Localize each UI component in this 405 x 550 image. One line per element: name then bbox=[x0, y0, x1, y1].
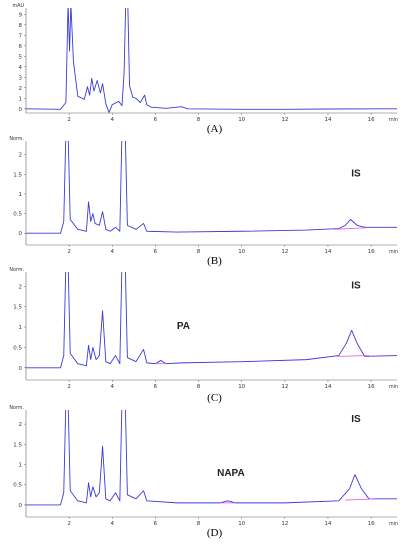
x-tick-label: 6 bbox=[154, 117, 158, 123]
y-tick-label: 2 bbox=[19, 153, 23, 159]
x-tick-label: 4 bbox=[111, 249, 115, 255]
panel-caption: (D) bbox=[207, 527, 223, 539]
y-tick-label: 3 bbox=[19, 75, 23, 81]
peak-annotation: PA bbox=[177, 321, 190, 332]
x-tick-label: 6 bbox=[154, 521, 158, 527]
y-tick-label: 1 bbox=[19, 192, 23, 198]
chromatogram-trace bbox=[26, 272, 397, 369]
y-tick-label: 0.5 bbox=[13, 345, 22, 351]
x-tick-label: 12 bbox=[281, 117, 288, 123]
x-tick-label: 8 bbox=[197, 521, 201, 527]
baseline-integration-line bbox=[334, 227, 367, 230]
y-tick-label: 0.5 bbox=[13, 212, 22, 218]
y-tick-label: 9 bbox=[19, 12, 23, 18]
x-tick-label: 16 bbox=[368, 117, 375, 123]
y-tick-label: 2 bbox=[19, 284, 23, 290]
y-tick-label: 1.5 bbox=[13, 172, 22, 178]
x-tick-label: 10 bbox=[238, 249, 245, 255]
y-tick-label: 1.5 bbox=[13, 442, 22, 448]
panel-caption: (C) bbox=[207, 392, 222, 404]
x-tick-label: 16 bbox=[368, 521, 375, 527]
x-tick-label: 2 bbox=[67, 384, 71, 390]
chromatogram-trace bbox=[26, 410, 397, 506]
y-tick-label: 1 bbox=[19, 463, 23, 469]
peak-annotation: NAPA bbox=[217, 468, 245, 479]
y-tick-label: 0.5 bbox=[13, 483, 22, 489]
x-tick-label: 4 bbox=[111, 384, 115, 390]
y-tick-label: 1 bbox=[19, 96, 23, 102]
y-unit-label: Norm. bbox=[9, 405, 24, 411]
y-tick-label: 1.5 bbox=[13, 305, 22, 311]
x-unit-label: min bbox=[389, 384, 398, 390]
x-tick-label: 14 bbox=[324, 384, 331, 390]
x-tick-label: 8 bbox=[197, 117, 201, 123]
baseline-integration-line bbox=[336, 355, 369, 357]
chart-panel-b: 0 0.5 1 1.5 2 2 4 6 8 10 12 14 16 Norm. min IS (B) bbox=[9, 136, 398, 267]
x-tick-label: 16 bbox=[368, 384, 375, 390]
y-tick-label: 8 bbox=[19, 23, 23, 29]
x-tick-label: 10 bbox=[238, 384, 245, 390]
y-tick-label: 4 bbox=[19, 65, 23, 71]
y-unit-label: Norm. bbox=[9, 267, 24, 273]
y-tick-label: 0 bbox=[19, 107, 23, 113]
x-tick-label: 8 bbox=[197, 384, 201, 390]
panel-caption: (A) bbox=[207, 123, 223, 135]
y-tick-label: 0 bbox=[19, 366, 23, 372]
y-tick-label: 2 bbox=[19, 86, 23, 92]
x-tick-label: 14 bbox=[324, 249, 331, 255]
peak-annotation: IS bbox=[351, 280, 361, 291]
chromatogram-trace bbox=[26, 141, 397, 234]
chromatogram-trace bbox=[26, 8, 397, 113]
y-tick-label: 0 bbox=[19, 231, 23, 237]
x-tick-label: 2 bbox=[67, 521, 71, 527]
y-unit-label: mAU bbox=[13, 3, 25, 9]
baseline-integration-line bbox=[345, 498, 376, 501]
x-unit-label: min bbox=[389, 117, 398, 123]
x-tick-label: 12 bbox=[281, 521, 288, 527]
y-tick-label: 1 bbox=[19, 325, 23, 331]
x-tick-label: 16 bbox=[368, 249, 375, 255]
x-tick-label: 4 bbox=[111, 521, 115, 527]
chart-panel-d: 0 0.5 1 1.5 2 2 4 6 8 10 12 14 16 Norm. min NAPA IS (D) bbox=[9, 405, 398, 539]
y-tick-label: 2 bbox=[19, 422, 23, 428]
peak-annotation: IS bbox=[351, 414, 361, 425]
y-unit-label: Norm. bbox=[9, 136, 24, 142]
x-tick-label: 14 bbox=[324, 117, 331, 123]
y-tick-label: 6 bbox=[19, 44, 23, 50]
x-unit-label: min bbox=[389, 521, 398, 527]
x-tick-label: 10 bbox=[238, 117, 245, 123]
x-tick-label: 2 bbox=[67, 117, 71, 123]
x-tick-label: 8 bbox=[197, 249, 201, 255]
y-tick-label: 5 bbox=[19, 54, 23, 60]
panel-caption: (B) bbox=[207, 255, 222, 267]
x-tick-label: 10 bbox=[238, 521, 245, 527]
y-tick-label: 0 bbox=[19, 503, 23, 509]
x-tick-label: 6 bbox=[154, 384, 158, 390]
y-tick-label: 7 bbox=[19, 33, 23, 39]
x-tick-label: 4 bbox=[111, 117, 115, 123]
x-tick-label: 2 bbox=[67, 249, 71, 255]
x-tick-label: 14 bbox=[324, 521, 331, 527]
chart-panel-c: 0 0.5 1 1.5 2 2 4 6 8 10 12 14 16 Norm. min PA IS (C) bbox=[9, 267, 398, 404]
x-unit-label: min bbox=[389, 249, 398, 255]
x-tick-label: 12 bbox=[281, 249, 288, 255]
x-tick-label: 12 bbox=[281, 384, 288, 390]
x-tick-label: 6 bbox=[154, 249, 158, 255]
peak-annotation: IS bbox=[351, 168, 361, 179]
